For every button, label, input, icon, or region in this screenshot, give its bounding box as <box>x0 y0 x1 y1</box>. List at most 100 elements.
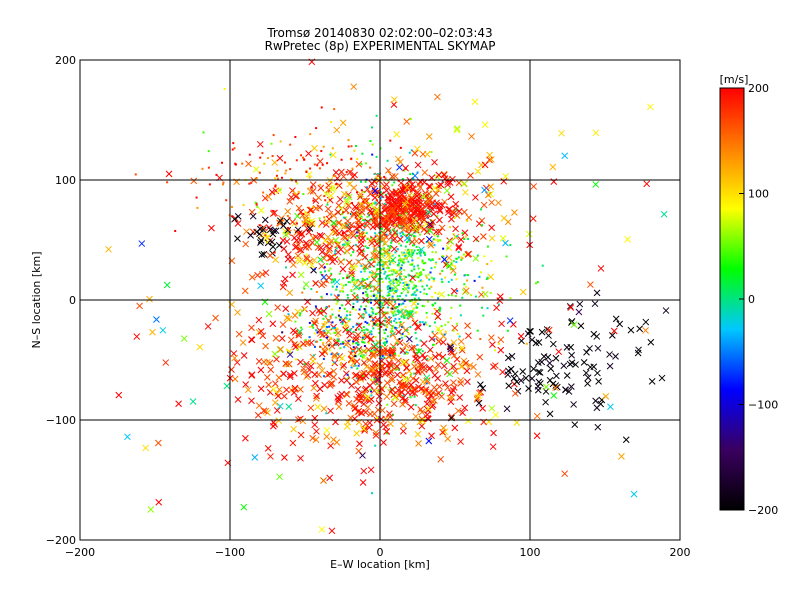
data-point-x <box>138 240 146 247</box>
data-point <box>432 304 435 307</box>
data-point <box>285 266 288 269</box>
data-point <box>318 225 321 228</box>
data-point-x <box>607 403 614 411</box>
data-point-x <box>382 260 390 268</box>
data-point-x <box>286 371 294 379</box>
data-point <box>356 367 359 370</box>
data-point <box>377 327 380 330</box>
data-point <box>303 287 306 290</box>
data-point-x <box>504 371 512 378</box>
data-point-x <box>427 241 435 249</box>
data-point-x <box>462 287 470 295</box>
data-point-x <box>415 194 423 202</box>
data-point-x <box>373 299 380 306</box>
data-point <box>347 296 350 299</box>
data-point <box>346 294 349 297</box>
data-point-x <box>547 365 555 373</box>
data-point <box>293 192 296 195</box>
data-point <box>461 296 464 299</box>
data-point <box>319 271 322 274</box>
data-point <box>326 203 329 206</box>
data-point-x <box>302 281 310 288</box>
data-point-x <box>562 386 569 393</box>
data-point <box>322 317 325 320</box>
data-point-x <box>369 352 377 360</box>
data-point-x <box>558 129 565 137</box>
data-point <box>343 307 346 310</box>
data-point <box>407 273 410 276</box>
data-point-x <box>248 397 255 405</box>
data-point <box>413 372 416 375</box>
data-point <box>403 251 406 254</box>
data-point-x <box>360 400 368 408</box>
data-point <box>362 200 365 203</box>
data-point <box>415 285 418 288</box>
data-point <box>366 322 369 325</box>
data-point <box>354 364 357 367</box>
data-point-x <box>356 391 363 398</box>
data-point-x <box>329 151 337 159</box>
data-point <box>392 282 395 285</box>
data-point-x <box>272 256 279 264</box>
data-point-x <box>348 270 355 278</box>
data-point-x <box>276 217 284 225</box>
data-point <box>313 332 316 335</box>
data-point <box>396 248 399 251</box>
data-point-x <box>396 236 404 243</box>
data-point <box>465 285 468 288</box>
data-point <box>506 329 509 332</box>
data-point-x <box>321 348 329 356</box>
data-point <box>411 233 414 236</box>
data-point <box>397 297 400 300</box>
data-point <box>399 146 402 149</box>
data-point-x <box>260 250 268 258</box>
data-point-x <box>261 216 269 224</box>
data-point <box>335 247 338 250</box>
data-point-x <box>592 397 599 405</box>
data-point <box>450 306 453 309</box>
data-point-x <box>535 368 542 376</box>
data-point <box>371 271 374 274</box>
data-point <box>323 195 326 198</box>
data-point-x <box>309 309 316 317</box>
data-point-x <box>406 191 413 199</box>
data-point <box>434 308 437 311</box>
data-point-x <box>586 345 593 352</box>
data-point <box>401 332 404 335</box>
data-point <box>376 323 379 326</box>
data-point-x <box>407 381 415 389</box>
data-point <box>343 346 346 349</box>
data-point-x <box>248 273 256 281</box>
data-point-x <box>400 371 407 379</box>
data-point-x <box>423 411 431 418</box>
data-point-x <box>348 382 355 390</box>
data-point-x <box>479 384 487 392</box>
data-point <box>401 264 404 267</box>
data-point-x <box>394 371 401 379</box>
data-point <box>259 156 262 159</box>
data-point <box>248 182 251 185</box>
data-point-x <box>348 267 356 275</box>
data-point <box>379 271 382 274</box>
colorbar-tick-label: 0 <box>748 293 755 306</box>
data-point <box>352 330 355 333</box>
data-point-x <box>361 197 369 205</box>
data-point <box>349 212 352 215</box>
data-point-x <box>333 126 341 134</box>
colorbar-tick-label: 200 <box>748 82 769 95</box>
data-point <box>401 254 404 257</box>
data-point <box>423 305 426 308</box>
data-point-x <box>327 442 334 450</box>
data-point <box>331 313 334 316</box>
data-point-x <box>414 201 422 208</box>
data-point <box>331 147 334 150</box>
data-point <box>231 148 234 151</box>
data-point-x <box>324 205 332 213</box>
data-point <box>381 302 384 305</box>
data-point-x <box>460 180 468 188</box>
data-point <box>396 295 399 298</box>
data-point <box>456 332 459 335</box>
data-point-x <box>303 339 311 347</box>
data-point-x <box>434 325 442 333</box>
data-point <box>368 219 371 222</box>
